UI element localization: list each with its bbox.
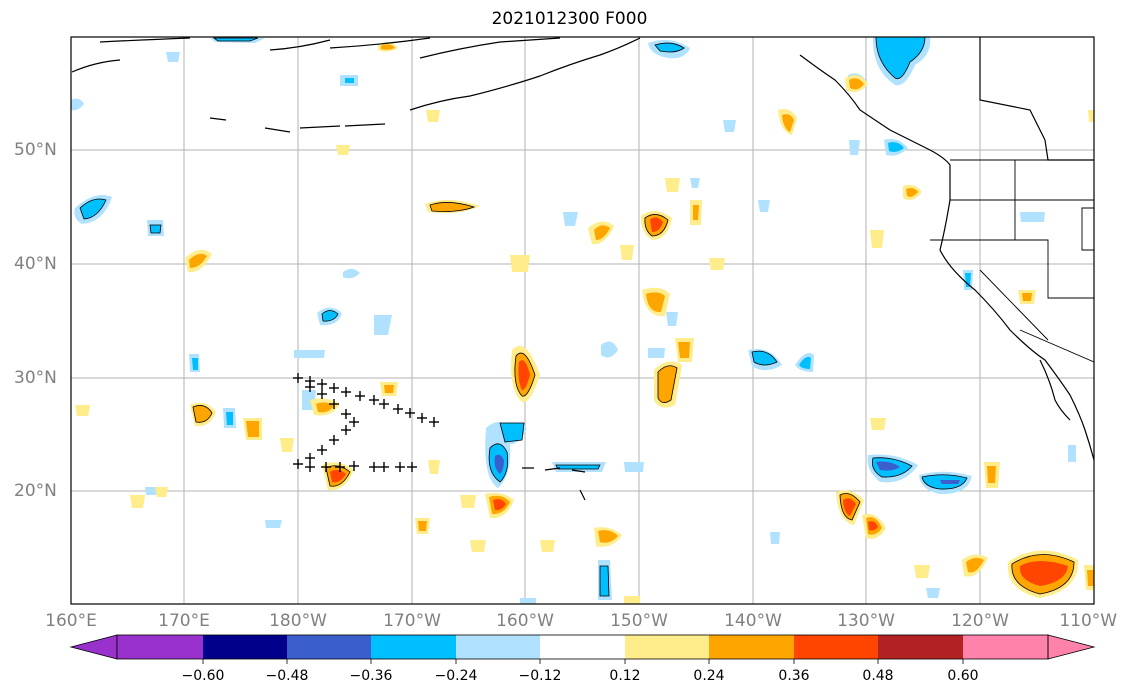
plus-marker xyxy=(407,462,417,472)
contour-lines xyxy=(79,37,1075,597)
colorbar-tick: 0.24 xyxy=(693,668,725,684)
negative-anomaly-contours xyxy=(71,37,1076,604)
colorbar xyxy=(69,634,1096,664)
colorbar-max-extend xyxy=(1047,634,1096,660)
colorbar-tick: −0.60 xyxy=(181,668,225,684)
plus-marker xyxy=(329,399,339,409)
plus-marker xyxy=(349,461,359,471)
plus-marker xyxy=(341,387,351,397)
plus-marker xyxy=(341,409,351,419)
colorbar-tick: 0.48 xyxy=(862,668,894,684)
map-frame xyxy=(70,36,1095,605)
lon-label-160w: 160°W xyxy=(496,611,554,631)
colorbar-tick: −0.36 xyxy=(349,668,393,684)
plus-marker xyxy=(305,382,315,392)
lon-label-160e: 160°E xyxy=(45,611,97,631)
track-markers xyxy=(293,373,439,472)
map-title: 2021012300 F000 xyxy=(491,9,648,29)
lon-label-120w: 120°W xyxy=(951,611,1009,631)
plus-marker xyxy=(335,462,345,472)
state-borders xyxy=(930,159,1094,363)
lon-label-170w: 170°W xyxy=(383,611,441,631)
plus-marker xyxy=(305,462,315,472)
lon-label-180w: 180°W xyxy=(269,611,327,631)
grid-lines xyxy=(71,37,1094,604)
plus-marker xyxy=(379,462,389,472)
coastlines xyxy=(71,37,1094,501)
colorbar-tick: 0.36 xyxy=(778,668,810,684)
plus-marker xyxy=(317,389,327,399)
plus-marker xyxy=(393,404,403,414)
plus-marker xyxy=(329,383,339,393)
colorbar-tick: −0.48 xyxy=(265,668,309,684)
plus-marker xyxy=(395,462,405,472)
plus-marker xyxy=(349,417,359,427)
plus-marker xyxy=(329,435,339,445)
plus-marker xyxy=(321,462,331,472)
colorbar-tick: −0.12 xyxy=(518,668,562,684)
map-area xyxy=(71,37,1094,604)
lat-label-50n: 50°N xyxy=(14,140,57,160)
plus-marker xyxy=(405,408,415,418)
colorbar-tick: −0.24 xyxy=(434,668,478,684)
lon-label-130w: 130°W xyxy=(837,611,895,631)
plus-marker xyxy=(379,399,389,409)
plus-marker xyxy=(369,395,379,405)
lon-label-170e: 170°E xyxy=(158,611,210,631)
colorbar-tick: 0.60 xyxy=(947,668,979,684)
plus-marker xyxy=(355,391,365,401)
lat-label-40n: 40°N xyxy=(14,254,57,274)
plus-marker xyxy=(341,425,351,435)
lat-label-30n: 30°N xyxy=(14,368,57,388)
lon-label-110w: 110°W xyxy=(1059,611,1118,631)
plus-marker xyxy=(417,413,427,423)
plus-marker xyxy=(305,453,315,463)
plus-marker xyxy=(369,462,379,472)
colorbar-tick: 0.12 xyxy=(609,668,641,684)
plus-marker xyxy=(293,459,303,469)
lat-label-20n: 20°N xyxy=(14,481,57,501)
plus-marker xyxy=(317,445,327,455)
positive-anomaly-contours xyxy=(75,42,1094,604)
lon-label-140w: 140°W xyxy=(724,611,782,631)
plus-marker xyxy=(429,417,439,427)
plus-marker xyxy=(317,379,327,389)
colorbar-min-extend xyxy=(69,634,118,660)
plus-marker xyxy=(293,373,303,383)
lon-label-150w: 150°W xyxy=(610,611,668,631)
